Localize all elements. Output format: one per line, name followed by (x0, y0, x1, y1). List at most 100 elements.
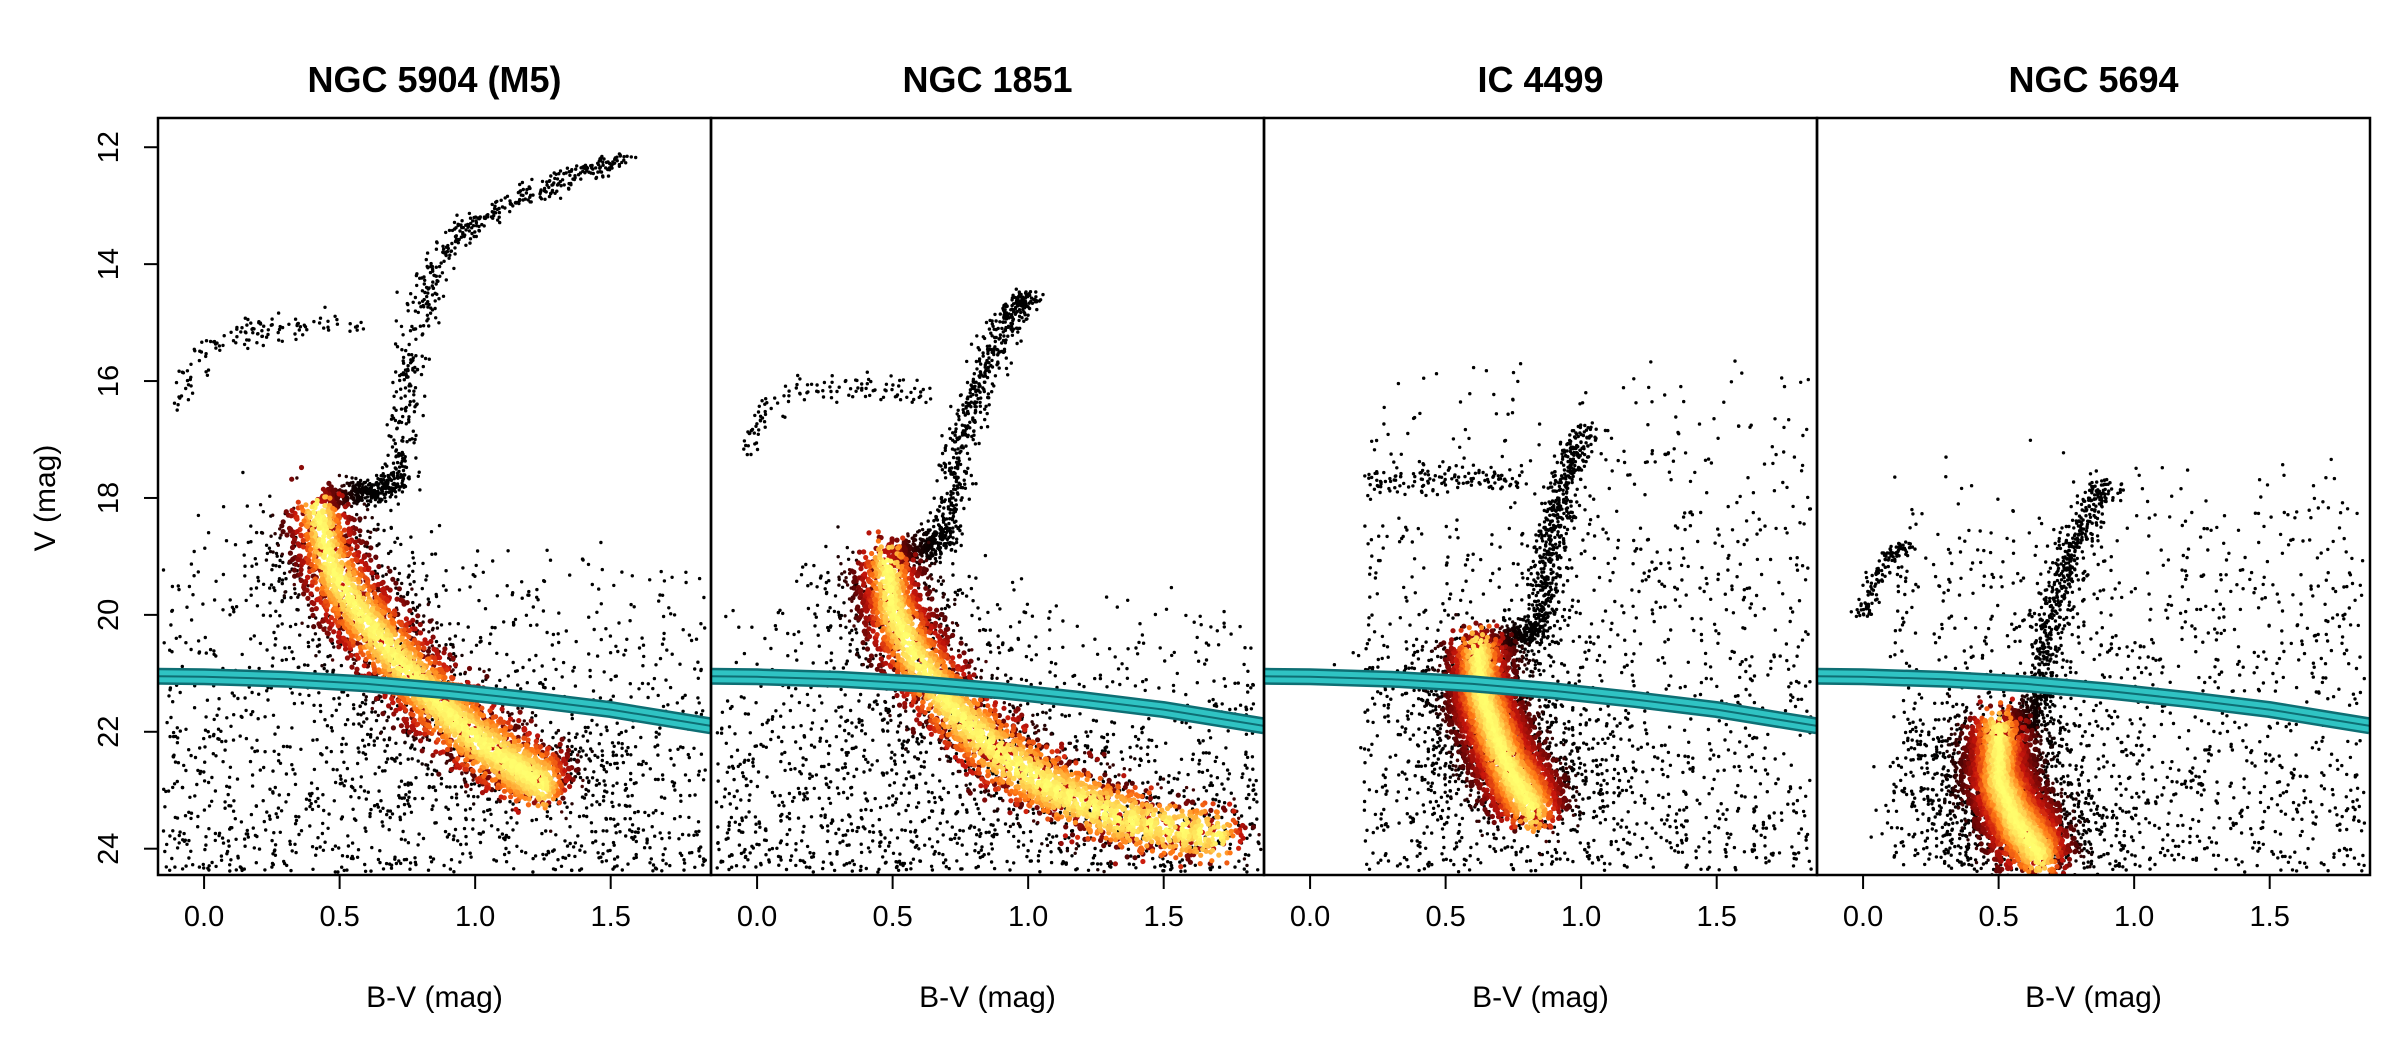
star-point (221, 608, 225, 612)
star-point (220, 739, 224, 744)
star-point (366, 502, 371, 507)
star-point (481, 830, 485, 834)
star-point (429, 760, 433, 764)
star-point (592, 770, 596, 774)
star-point (623, 782, 628, 787)
star-point (545, 630, 549, 635)
star-point (390, 445, 395, 449)
star-point (244, 598, 248, 603)
star-point (576, 173, 581, 177)
star-point (641, 664, 645, 668)
star-point (344, 655, 350, 661)
star-point (426, 597, 430, 601)
star-point (594, 830, 598, 834)
star-point (331, 629, 337, 635)
star-point (189, 618, 194, 622)
star-point (576, 753, 580, 757)
star-point (381, 867, 386, 871)
star-point (413, 295, 418, 300)
star-point (471, 827, 475, 831)
star-point (683, 693, 687, 697)
star-point (314, 846, 319, 851)
star-point (374, 490, 378, 495)
star-point (444, 278, 448, 282)
star-point (289, 544, 296, 551)
star-point (392, 611, 398, 618)
star-point (380, 699, 384, 704)
star-point (182, 763, 186, 768)
star-point (277, 564, 282, 569)
star-point (612, 843, 616, 847)
star-point (203, 847, 207, 852)
star-point (412, 561, 417, 565)
star-point (467, 229, 471, 233)
star-point (272, 831, 276, 835)
star-point (415, 605, 420, 609)
star-point (433, 306, 437, 311)
star-point (426, 291, 430, 295)
star-point (372, 804, 377, 808)
star-point (588, 731, 593, 735)
star-point (661, 704, 666, 709)
star-point (498, 220, 502, 225)
star-point (293, 822, 298, 826)
star-point (393, 857, 397, 861)
star-point (229, 804, 233, 808)
star-point (414, 456, 418, 460)
star-point (294, 818, 299, 823)
star-point (466, 718, 473, 725)
star-point (291, 767, 295, 772)
star-point (498, 678, 502, 683)
star-point (408, 438, 412, 442)
star-point (489, 824, 494, 828)
star-point (559, 184, 563, 188)
star-point (699, 845, 703, 849)
star-point (379, 580, 385, 587)
star-point (490, 625, 494, 630)
star-point (334, 708, 338, 712)
star-point (288, 624, 293, 629)
star-point (636, 830, 640, 835)
star-point (294, 814, 298, 819)
star-point (316, 836, 320, 840)
star-point (264, 335, 269, 339)
star-point (418, 488, 422, 492)
star-point (383, 462, 387, 466)
star-point (360, 493, 365, 497)
star-point (281, 744, 286, 749)
star-point (399, 861, 403, 866)
star-point (415, 619, 419, 624)
star-point (227, 844, 231, 848)
star-point (364, 490, 368, 495)
star-point (595, 723, 599, 727)
star-point (404, 348, 408, 353)
star-point (228, 863, 232, 867)
star-point (169, 715, 173, 720)
star-point (278, 761, 283, 765)
star-point (365, 495, 370, 499)
star-point (512, 622, 516, 626)
star-point (390, 812, 395, 816)
star-point (619, 730, 624, 735)
star-point (462, 778, 467, 782)
star-point (399, 594, 403, 599)
star-point (472, 234, 476, 239)
star-point (413, 327, 417, 331)
star-point (372, 743, 376, 747)
star-point (594, 166, 598, 170)
star-point (342, 760, 346, 764)
star-point (630, 793, 634, 798)
star-point (395, 427, 399, 431)
star-point (429, 860, 434, 864)
star-point (270, 323, 274, 327)
star-point (323, 305, 327, 309)
star-point (350, 841, 355, 845)
star-point (577, 814, 582, 819)
star-point (632, 605, 636, 609)
star-point (274, 564, 278, 568)
star-point (231, 339, 236, 343)
star-point (444, 250, 448, 255)
star-point (280, 622, 284, 626)
star-point (530, 818, 534, 823)
star-point (534, 653, 538, 658)
